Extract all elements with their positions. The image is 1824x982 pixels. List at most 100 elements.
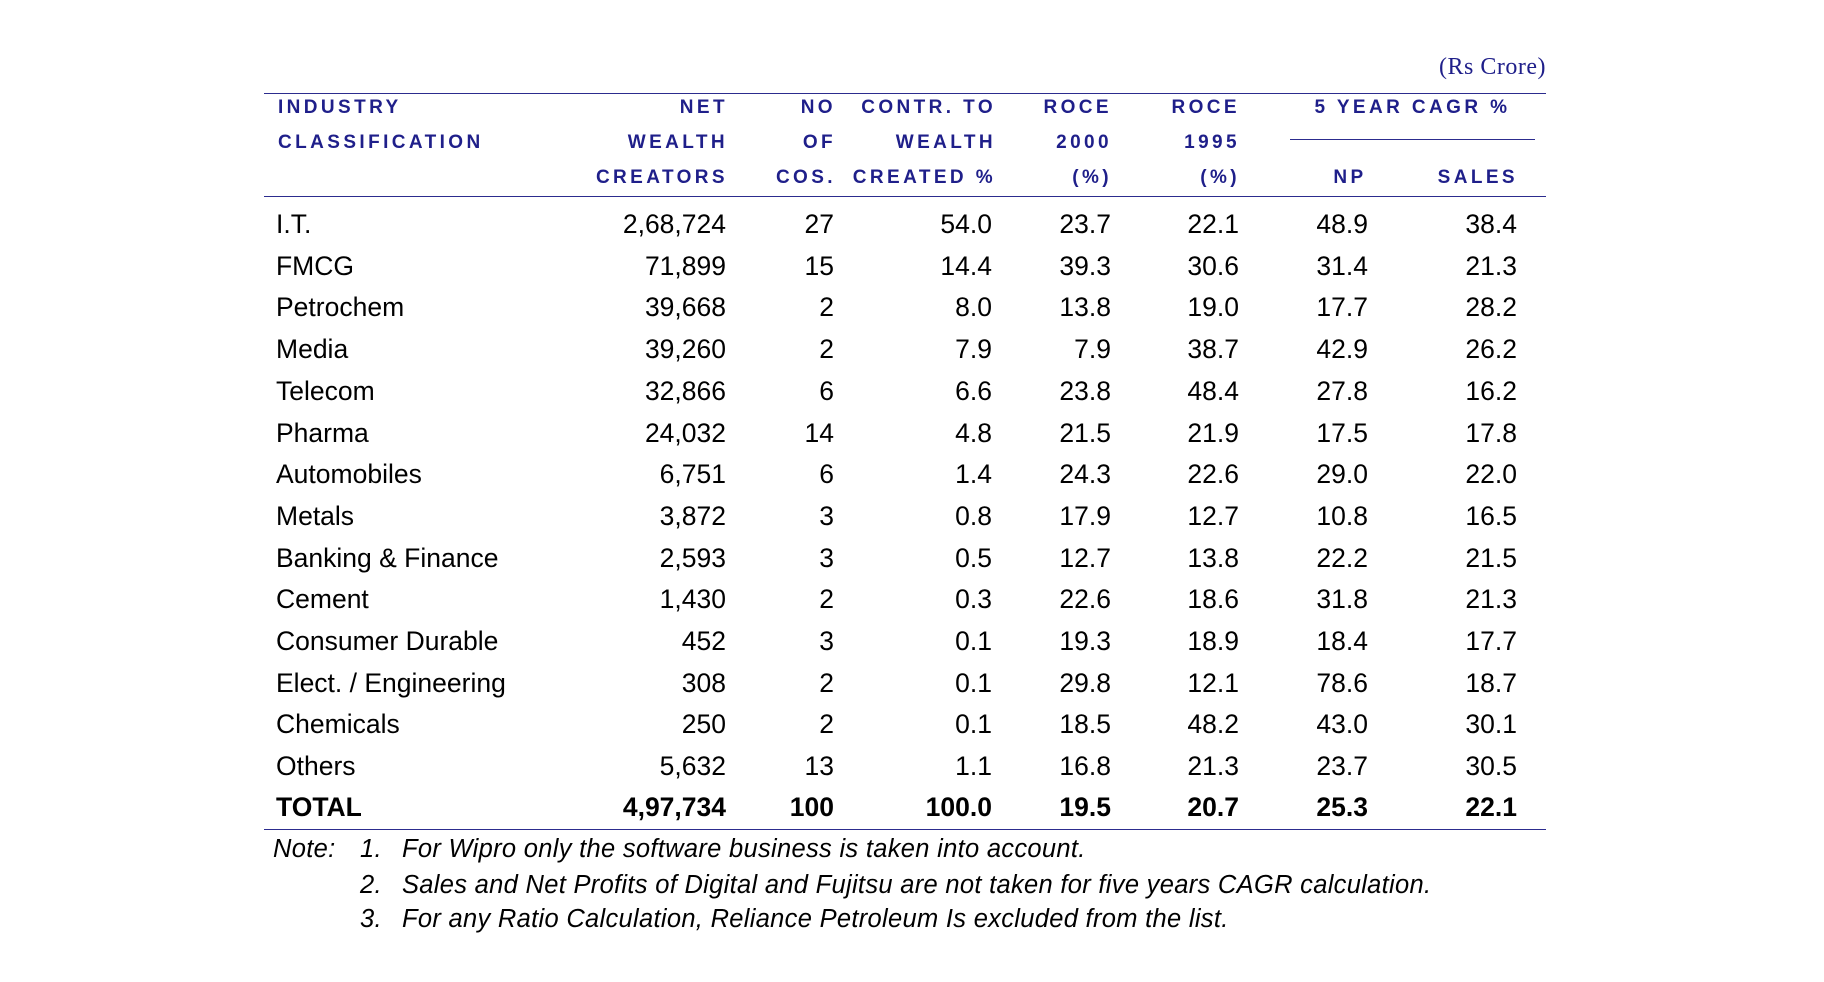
header-no-cos-line1: NO — [800, 97, 836, 118]
cagr-underline — [1290, 139, 1535, 140]
table-row: Consumer Durable 452 3 0.1 19.3 18.9 18.4 17.7 — [0, 626, 1824, 656]
cell-roce2000: 23.7 — [1059, 209, 1111, 239]
cell-roce2000: 22.6 — [1059, 584, 1111, 615]
header-bottom-rule — [264, 196, 1546, 197]
cell-roce2000: 29.8 — [1059, 667, 1111, 698]
cell-net-wealth: 39,668 — [644, 292, 726, 323]
header-net-wealth-line3: CREATORS — [595, 167, 728, 188]
cell-roce1995: 18.9 — [1187, 626, 1239, 656]
total-np: 25.3 — [1316, 792, 1368, 822]
cell-no-cos: 14 — [804, 417, 834, 448]
header-roce1995-line3: (%) — [1200, 167, 1240, 188]
cell-contr: 4.8 — [955, 417, 992, 448]
cell-no-cos: 2 — [819, 667, 834, 698]
cell-net-wealth: 71,899 — [644, 250, 726, 281]
header-net-wealth-line2: WEALTH — [627, 132, 728, 153]
total-no-cos: 100 — [789, 792, 834, 822]
table-row: Chemicals 250 2 0.1 18.5 48.2 43.0 30.1 — [0, 709, 1824, 739]
cell-industry: Cement — [276, 584, 369, 615]
table-row: I.T. 2,68,724 27 54.0 23.7 22.1 48.9 38.4 — [0, 209, 1824, 239]
header-roce2000-line1: ROCE — [1043, 97, 1112, 118]
total-roce1995: 20.7 — [1187, 792, 1239, 822]
cell-np: 17.5 — [1316, 417, 1368, 448]
cell-np: 78.6 — [1316, 667, 1368, 698]
cell-contr: 0.1 — [955, 667, 992, 698]
table-row: Metals 3,872 3 0.8 17.9 12.7 10.8 16.5 — [0, 501, 1824, 531]
cell-no-cos: 3 — [819, 500, 834, 531]
cell-contr: 6.6 — [955, 375, 992, 406]
cell-contr: 0.8 — [955, 500, 992, 531]
cell-sales: 21.3 — [1465, 584, 1517, 615]
cell-sales: 16.2 — [1465, 375, 1517, 406]
cell-no-cos: 3 — [819, 626, 834, 656]
cell-roce1995: 22.6 — [1187, 459, 1239, 490]
table-top-rule — [264, 93, 1546, 94]
cell-net-wealth: 24,032 — [644, 417, 726, 448]
header-no-cos-line3: COS. — [775, 167, 836, 188]
cell-sales: 17.8 — [1465, 417, 1517, 448]
cell-sales: 30.5 — [1465, 751, 1517, 782]
cell-sales: 30.1 — [1465, 709, 1517, 740]
cell-sales: 16.5 — [1465, 500, 1517, 531]
cell-sales: 21.5 — [1465, 542, 1517, 573]
note-label: Note: — [273, 835, 336, 863]
unit-label: (Rs Crore) — [1439, 54, 1546, 80]
table-row: Media 39,260 2 7.9 7.9 38.7 42.9 26.2 — [0, 334, 1824, 364]
cell-np: 10.8 — [1316, 500, 1368, 531]
cell-np: 27.8 — [1316, 375, 1368, 406]
cell-roce2000: 13.8 — [1059, 292, 1111, 323]
cell-no-cos: 2 — [819, 292, 834, 323]
cell-net-wealth: 5,632 — [659, 751, 726, 782]
table-row: Telecom 32,866 6 6.6 23.8 48.4 27.8 16.2 — [0, 376, 1824, 406]
cell-industry: Metals — [276, 500, 355, 531]
note-3-text: For any Ratio Calculation, Reliance Petr… — [402, 905, 1229, 933]
cell-sales: 26.2 — [1465, 334, 1517, 365]
cell-no-cos: 2 — [819, 584, 834, 615]
cell-np: 31.4 — [1316, 250, 1368, 281]
table-row: Pharma 24,032 14 4.8 21.5 21.9 17.5 17.8 — [0, 418, 1824, 448]
table-row: Others 5,632 13 1.1 16.8 21.3 23.7 30.5 — [0, 751, 1824, 781]
cell-roce1995: 48.2 — [1187, 709, 1239, 740]
header-industry-line2: CLASSIFICATION — [278, 132, 484, 153]
cell-roce1995: 19.0 — [1187, 292, 1239, 323]
header-roce1995-line2: 1995 — [1184, 132, 1240, 153]
cell-roce1995: 21.9 — [1187, 417, 1239, 448]
note-3-num: 3. — [360, 905, 382, 933]
cell-sales: 18.7 — [1465, 667, 1517, 698]
cell-net-wealth: 2,68,724 — [622, 209, 726, 239]
cell-no-cos: 13 — [804, 751, 834, 782]
cell-industry: I.T. — [276, 209, 312, 239]
cell-sales: 17.7 — [1465, 626, 1517, 656]
cell-np: 31.8 — [1316, 584, 1368, 615]
table-row: Automobiles 6,751 6 1.4 24.3 22.6 29.0 22.0 — [0, 459, 1824, 489]
cell-contr: 8.0 — [955, 292, 992, 323]
cell-industry: Chemicals — [276, 709, 400, 740]
cell-np: 17.7 — [1316, 292, 1368, 323]
header-roce2000-line2: 2000 — [1056, 132, 1112, 153]
table-row: FMCG 71,899 15 14.4 39.3 30.6 31.4 21.3 — [0, 251, 1824, 281]
cell-roce1995: 18.6 — [1187, 584, 1239, 615]
total-contr: 100.0 — [925, 792, 992, 822]
cell-roce1995: 30.6 — [1187, 250, 1239, 281]
cell-roce2000: 7.9 — [1074, 334, 1111, 365]
cell-sales: 28.2 — [1465, 292, 1517, 323]
header-no-cos-line2: OF — [802, 132, 836, 153]
cell-roce1995: 48.4 — [1187, 375, 1239, 406]
cell-net-wealth: 308 — [681, 667, 726, 698]
cell-net-wealth: 39,260 — [644, 334, 726, 365]
cell-np: 18.4 — [1316, 626, 1368, 656]
table-row: Cement 1,430 2 0.3 22.6 18.6 31.8 21.3 — [0, 584, 1824, 614]
cell-industry: Automobiles — [276, 459, 422, 490]
cell-net-wealth: 452 — [681, 626, 726, 656]
cell-roce1995: 12.1 — [1187, 667, 1239, 698]
cell-roce2000: 39.3 — [1059, 250, 1111, 281]
header-contr-line1: CONTR. TO — [861, 97, 996, 118]
cell-net-wealth: 2,593 — [659, 542, 726, 573]
total-industry: TOTAL — [276, 792, 362, 822]
header-roce2000-line3: (%) — [1072, 167, 1112, 188]
table-row: Elect. / Engineering 308 2 0.1 29.8 12.1 78.6 1… — [0, 668, 1824, 698]
cell-contr: 7.9 — [955, 334, 992, 365]
cell-roce2000: 12.7 — [1059, 542, 1111, 573]
cell-no-cos: 2 — [819, 709, 834, 740]
